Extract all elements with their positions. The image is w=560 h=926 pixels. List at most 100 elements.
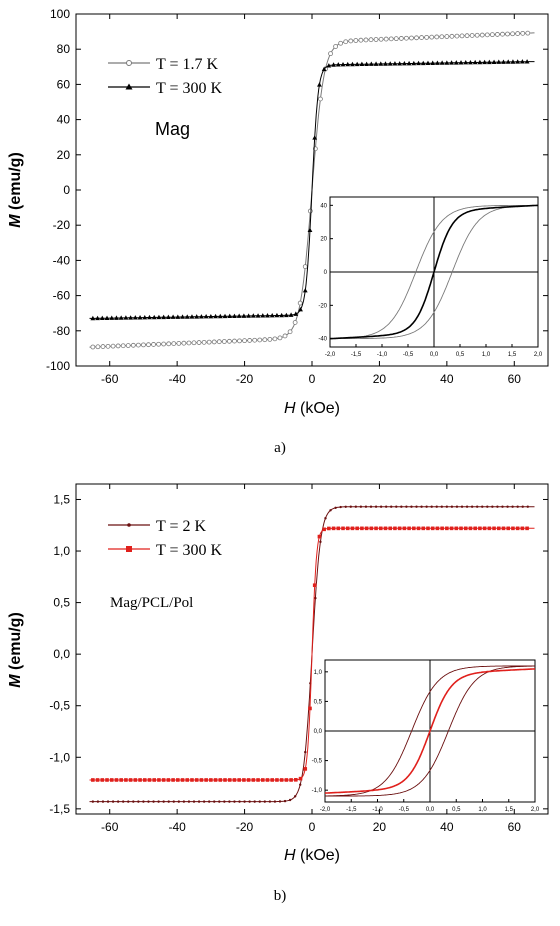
data-point xyxy=(477,59,483,65)
inset-y-tick-label: -1,0 xyxy=(312,788,323,794)
data-point xyxy=(444,60,450,65)
data-point xyxy=(137,315,143,320)
data-point xyxy=(324,517,327,520)
data-point xyxy=(420,505,423,508)
y-tick-label: -40 xyxy=(53,253,71,267)
x-tick-label: -60 xyxy=(101,820,119,834)
data-point xyxy=(138,778,142,782)
data-point xyxy=(449,33,455,39)
data-point xyxy=(133,778,138,782)
data-point xyxy=(468,526,473,531)
data-point xyxy=(420,60,426,66)
data-point xyxy=(344,505,347,508)
data-point xyxy=(416,526,421,531)
data-point xyxy=(283,312,289,318)
data-point xyxy=(492,526,496,531)
data-point xyxy=(279,312,285,318)
inset-y-tick-label: 0,5 xyxy=(314,699,323,705)
data-point xyxy=(425,60,431,66)
data-point xyxy=(429,34,435,40)
data-point xyxy=(260,313,266,318)
data-point xyxy=(469,33,475,38)
data-point xyxy=(406,60,412,66)
y-tick-label: -20 xyxy=(53,218,71,232)
data-point xyxy=(515,59,521,64)
data-point xyxy=(100,344,106,349)
data-point xyxy=(505,59,511,64)
data-point xyxy=(269,312,275,318)
data-point xyxy=(319,540,322,544)
data-point xyxy=(398,36,404,41)
chart-panel-a: -60 -40 -20 0 20 40 60 -100 -80 -60 -40 -20 0 20 40 60 8… xyxy=(7,7,549,456)
data-point xyxy=(95,344,101,350)
data-point xyxy=(495,32,500,37)
data-point xyxy=(166,341,172,347)
data-point xyxy=(378,526,383,531)
data-point xyxy=(246,313,252,318)
data-point xyxy=(142,800,145,803)
data-point xyxy=(292,320,298,325)
data-point xyxy=(388,526,393,531)
data-point xyxy=(454,33,460,39)
data-point xyxy=(459,33,465,39)
data-point xyxy=(430,505,433,508)
data-point xyxy=(233,800,236,803)
legend-label-0: T = 1.7 K xyxy=(156,56,219,73)
y-tick-label: 100 xyxy=(50,7,70,21)
data-point xyxy=(283,799,287,803)
data-point xyxy=(211,339,217,345)
legend-marker-0 xyxy=(127,523,131,527)
data-point xyxy=(360,526,364,531)
data-point xyxy=(232,313,237,318)
data-point xyxy=(284,778,289,782)
data-point xyxy=(491,505,494,508)
data-point xyxy=(412,526,416,531)
data-point xyxy=(182,800,186,803)
data-point xyxy=(222,313,228,319)
data-point xyxy=(147,314,152,320)
data-point xyxy=(411,60,417,66)
data-point xyxy=(257,337,263,343)
data-point xyxy=(393,36,399,42)
y-tick-label: 1,0 xyxy=(53,544,70,558)
data-point xyxy=(374,505,378,508)
data-point xyxy=(463,526,468,531)
x-tick-label: -40 xyxy=(168,372,186,386)
data-point xyxy=(194,314,200,319)
inset-x-tick-label: 0,5 xyxy=(456,352,465,358)
data-point xyxy=(152,778,157,782)
data-point xyxy=(312,583,317,588)
data-point xyxy=(177,800,181,803)
data-point xyxy=(373,37,379,42)
data-point xyxy=(207,800,211,803)
data-point xyxy=(99,315,105,321)
data-point xyxy=(156,341,162,347)
data-point xyxy=(435,526,440,531)
data-point xyxy=(345,61,351,67)
data-point xyxy=(515,526,520,531)
data-point xyxy=(343,39,349,45)
x-tick-label: 20 xyxy=(373,820,387,834)
data-point xyxy=(487,526,492,531)
data-point xyxy=(453,60,459,65)
data-point xyxy=(272,336,278,342)
data-point xyxy=(496,505,499,508)
inset-y-tick-label: -0,5 xyxy=(312,759,323,765)
data-point xyxy=(331,62,336,67)
series-group xyxy=(89,505,535,803)
data-point xyxy=(384,505,388,508)
inset-x-tick-label: -1,5 xyxy=(346,807,357,813)
data-point xyxy=(201,339,207,345)
data-point xyxy=(336,526,341,531)
data-point xyxy=(374,526,378,531)
data-point xyxy=(368,37,374,43)
data-point xyxy=(293,795,297,798)
data-point xyxy=(328,51,333,57)
data-point xyxy=(397,61,403,66)
data-point xyxy=(339,505,342,509)
data-point xyxy=(294,778,298,782)
legend-label-0: T = 2 K xyxy=(156,518,207,535)
data-point xyxy=(505,31,510,37)
data-point xyxy=(481,505,484,508)
data-point xyxy=(101,800,105,803)
